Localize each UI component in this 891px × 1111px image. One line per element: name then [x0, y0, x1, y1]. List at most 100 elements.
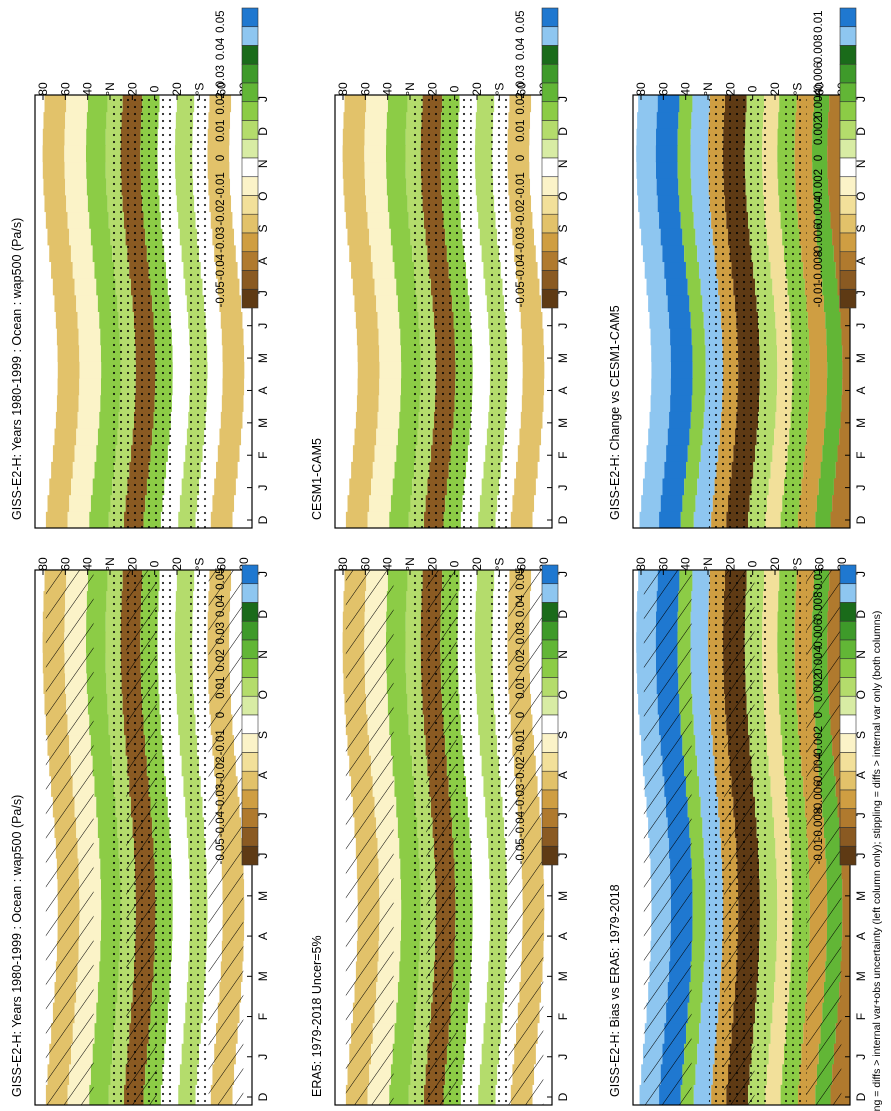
shade-cell — [684, 244, 698, 263]
shade-cell — [633, 361, 652, 379]
shade-cell — [535, 478, 552, 496]
shade-cell — [244, 919, 252, 941]
shade-cell — [768, 244, 784, 263]
shade-cell — [770, 461, 786, 479]
month-label: M — [854, 891, 868, 901]
shade-cell — [389, 511, 409, 529]
shade-cell — [335, 394, 357, 412]
shade-cell — [695, 1063, 713, 1085]
shade-cell — [517, 444, 540, 462]
shade-cell — [655, 144, 678, 163]
month-label: N — [556, 650, 570, 659]
shade-cell — [35, 611, 43, 633]
shade-cell — [389, 211, 409, 229]
shade-cell — [356, 394, 379, 412]
shade-cell — [633, 311, 650, 329]
shade-cell — [644, 261, 665, 279]
colorbar-swatch — [241, 270, 259, 290]
colorbar-label: 0.03 — [515, 65, 527, 87]
lat-label: 80 — [36, 82, 50, 96]
shade-cell — [335, 444, 353, 462]
shade-cell — [57, 344, 80, 362]
shade-cell — [657, 95, 680, 113]
colorbar-swatch — [541, 63, 559, 84]
colorbar-swatch — [241, 733, 259, 753]
shade-cell — [689, 428, 703, 446]
lat-label: 60 — [358, 557, 372, 571]
shade-cell — [243, 858, 252, 880]
month-label: D — [556, 610, 570, 619]
stipple-region — [110, 95, 172, 528]
panel-title: GISS-E2-H: Change vs CESM1-CAM5 — [608, 305, 622, 520]
colorbar-swatch — [241, 639, 259, 660]
colorbar-swatch — [839, 752, 857, 772]
colorbar-swatch — [241, 26, 259, 46]
shade-cell — [633, 244, 643, 263]
shade-cell — [35, 261, 52, 279]
month-label: F — [256, 452, 270, 459]
colorbar-swatch — [241, 789, 259, 810]
shade-cell — [657, 194, 680, 213]
shade-cell — [335, 672, 344, 694]
shade-cell — [664, 461, 687, 479]
shade-cell — [514, 244, 536, 263]
shade-cell — [349, 244, 371, 263]
shade-cell — [471, 394, 490, 412]
stipple-region — [708, 95, 770, 528]
shade-cell — [470, 411, 489, 429]
colorbar-swatch — [241, 845, 259, 866]
shade-cell — [808, 328, 827, 346]
shade-cell — [335, 111, 344, 129]
shade-cell — [392, 478, 413, 496]
shade-cell — [636, 161, 656, 179]
shade-cell — [35, 178, 44, 196]
colorbar-swatch — [541, 827, 559, 847]
month-label: O — [256, 690, 270, 699]
shade-cell — [169, 294, 187, 312]
shade-cell — [67, 511, 90, 529]
shade-cell — [65, 111, 87, 129]
colorbar-swatch — [839, 7, 857, 28]
shade-cell — [544, 344, 552, 362]
shade-cell — [335, 244, 350, 263]
shade-cell — [343, 178, 366, 196]
shade-cell — [243, 940, 252, 962]
colorbar-swatch — [541, 176, 559, 196]
lat-label: 0 — [448, 560, 462, 567]
colorbar-swatch — [541, 26, 559, 46]
colorbar-label: 0.02 — [515, 649, 527, 671]
shade-cell — [54, 428, 77, 446]
shade-cell — [520, 311, 543, 329]
shade-cell — [469, 981, 487, 1003]
shade-cell — [47, 494, 70, 512]
shade-cell — [89, 1084, 109, 1106]
shade-cell — [469, 816, 487, 838]
colorbar-label: 0.05 — [215, 10, 227, 32]
month-label: J — [256, 290, 270, 296]
colorbar-label: -0.03 — [215, 784, 227, 810]
shade-cell — [692, 95, 710, 113]
shade-cell — [51, 461, 73, 479]
shade-cell — [691, 178, 709, 196]
shade-cell — [835, 461, 850, 479]
lat-label: 60 — [515, 557, 529, 571]
shade-cell — [214, 244, 236, 263]
colorbar-label: -0.04 — [215, 253, 227, 280]
month-label: A — [256, 257, 270, 265]
shade-cell — [394, 1022, 415, 1044]
shade-cell — [687, 278, 701, 296]
month-label: J — [556, 1054, 570, 1060]
shade-cell — [677, 144, 691, 163]
shade-cell — [822, 444, 838, 462]
shade-cell — [633, 714, 640, 736]
shade-cell — [35, 590, 44, 612]
shade-cell — [344, 95, 367, 113]
month-label: F — [854, 452, 868, 459]
shade-cell — [208, 178, 231, 196]
colorbar-label: -0.01 — [813, 838, 825, 864]
shade-cell — [207, 344, 223, 362]
shade-cell — [394, 775, 415, 797]
shade-cell — [386, 111, 407, 129]
colorbar-label: 0 — [215, 155, 227, 161]
shade-cell — [167, 444, 186, 462]
